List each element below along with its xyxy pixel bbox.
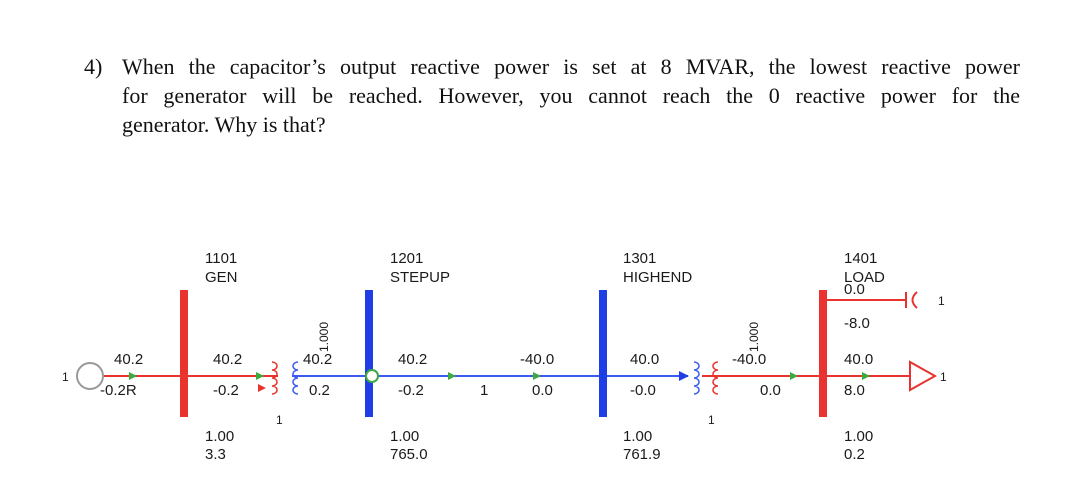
question-line-2: for generator will be reached. However, … — [122, 83, 1020, 108]
t2-primary-coil-icon[interactable] — [693, 361, 700, 395]
bus-1101-number: 1101 — [205, 250, 237, 267]
generator-id: 1 — [62, 370, 69, 384]
bus-1301-number: 1301 — [623, 250, 656, 267]
arrow-icon — [862, 372, 870, 380]
question-text: When the capacitor’s output reactive pow… — [122, 52, 1020, 139]
t1-primary-coil-icon[interactable] — [271, 361, 278, 395]
arrow-icon — [533, 372, 541, 380]
generator-q: -0.2R — [100, 382, 137, 399]
load-icon[interactable] — [909, 360, 938, 392]
bus-1101-angle: 3.3 — [205, 446, 226, 463]
generator-icon[interactable] — [76, 362, 104, 390]
bus-1201-voltage: 1.00 — [390, 428, 419, 445]
t1-id: 1 — [276, 413, 283, 427]
t2-q-from: -0.0 — [630, 382, 656, 399]
bus-1301-angle: 761.9 — [623, 446, 661, 463]
arrow-icon — [258, 384, 266, 392]
bus-1201-bar[interactable] — [365, 290, 373, 417]
swing-bus-marker-icon — [365, 369, 379, 383]
t1-q-from: -0.2 — [213, 382, 239, 399]
load-q: 8.0 — [844, 382, 865, 399]
t2-secondary-coil-icon[interactable] — [712, 361, 719, 395]
t1-secondary-coil-icon[interactable] — [292, 361, 299, 395]
t2-p-to: -40.0 — [732, 351, 766, 368]
t1-p-from: 40.2 — [213, 351, 242, 368]
line-p-from: 40.2 — [398, 351, 427, 368]
question-number: 4) — [84, 54, 103, 79]
bus-1401-angle: 0.2 — [844, 446, 865, 463]
bus-1401-number: 1401 — [844, 250, 877, 267]
t2-p-from: 40.0 — [630, 351, 659, 368]
t1-tap-ratio: 1.000 — [317, 322, 331, 352]
t2-tap-ratio: 1.000 — [747, 322, 761, 352]
load-p: 40.0 — [844, 351, 873, 368]
t1-q-to: 0.2 — [309, 382, 330, 399]
t1-p-to: 40.2 — [303, 351, 332, 368]
bus-1301-voltage: 1.00 — [623, 428, 652, 445]
shunt-q: -8.0 — [844, 315, 870, 332]
bus-1201-name: STEPUP — [390, 269, 450, 286]
bus-1101-bar[interactable] — [180, 290, 188, 417]
arrow-icon — [679, 371, 689, 381]
arrow-icon — [790, 372, 798, 380]
bus-1401-name: LOAD — [844, 269, 885, 286]
shunt-value: 0.0 — [844, 281, 865, 298]
generator-p: 40.2 — [114, 351, 143, 368]
bus-1401-bar[interactable] — [819, 290, 827, 417]
capacitor-curved-plate-icon[interactable] — [911, 291, 918, 309]
arrow-icon — [256, 372, 264, 380]
load-id: 1 — [940, 370, 947, 384]
bus-1201-angle: 765.0 — [390, 446, 428, 463]
line-id: 1 — [480, 382, 488, 399]
line-q-from: -0.2 — [398, 382, 424, 399]
arrow-icon — [448, 372, 456, 380]
question-line-1: When the capacitor’s output reactive pow… — [122, 54, 1020, 79]
bus-1201-number: 1201 — [390, 250, 423, 267]
line-q-to: 0.0 — [532, 382, 553, 399]
bus-1301-bar[interactable] — [599, 290, 607, 417]
t2-id: 1 — [708, 413, 715, 427]
bus-1101-voltage: 1.00 — [205, 428, 234, 445]
line-p-to: -40.0 — [520, 351, 554, 368]
arrow-icon — [129, 372, 137, 380]
bus-1401-voltage: 1.00 — [844, 428, 873, 445]
question-line-3: generator. Why is that? — [122, 112, 326, 137]
bus-1101-name: GEN — [205, 269, 238, 286]
bus-1301-name: HIGHEND — [623, 269, 692, 286]
question-block: 4) When the capacitor’s output reactive … — [84, 52, 1020, 139]
t2-q-to: 0.0 — [760, 382, 781, 399]
shunt-id: 1 — [938, 294, 945, 308]
